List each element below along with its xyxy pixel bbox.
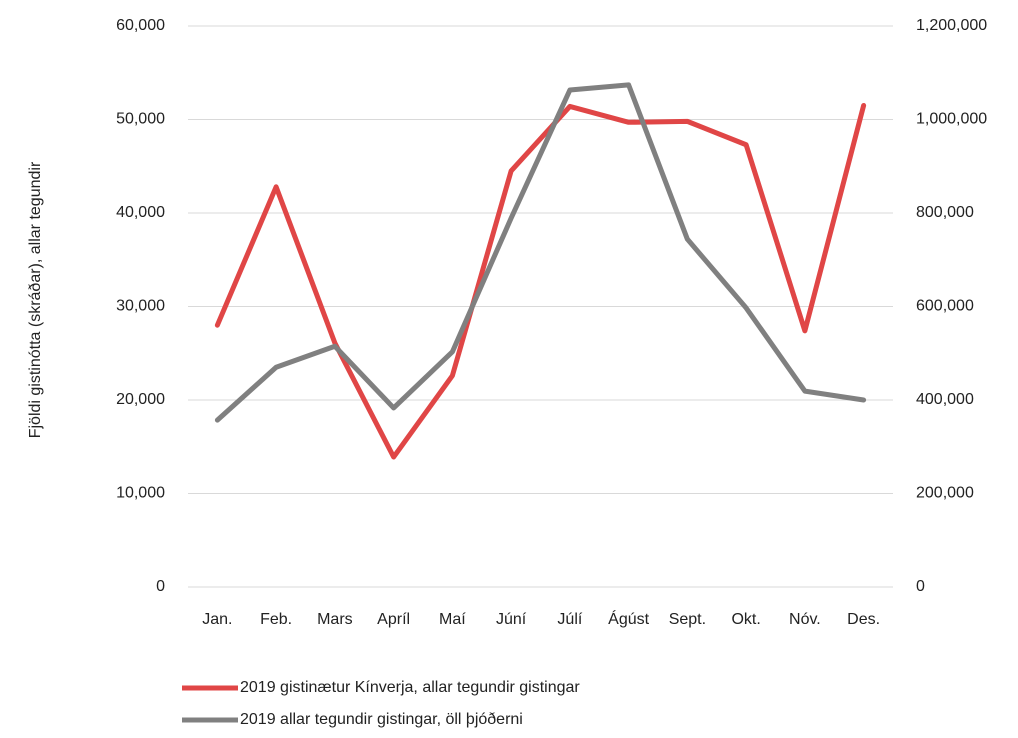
y-axis-label: Fjöldi gistinótta (skráðar), allar tegun…: [27, 161, 44, 438]
y2-tick-label: 0: [916, 578, 925, 595]
x-tick-label: Maí: [439, 611, 466, 628]
x-tick-label: Júní: [496, 611, 527, 628]
x-tick-label: Feb.: [260, 611, 292, 628]
y-tick-label: 50,000: [116, 111, 165, 128]
legend-label: 2019 allar tegundir gistingar, öll þjóðe…: [240, 711, 523, 728]
y-tick-label: 10,000: [116, 485, 165, 502]
series-line: [214, 82, 867, 423]
legend-label: 2019 gistinætur Kínverja, allar tegundir…: [240, 679, 580, 696]
y-tick-label: 30,000: [116, 298, 165, 315]
y2-tick-label: 800,000: [916, 204, 974, 221]
x-tick-label: Júlí: [557, 611, 582, 628]
y-tick-label: 40,000: [116, 204, 165, 221]
x-tick-label: Sept.: [669, 611, 706, 628]
y2-tick-label: 1,000,000: [916, 111, 987, 128]
y-tick-label: 60,000: [116, 17, 165, 34]
y-tick-label: 20,000: [116, 391, 165, 408]
x-tick-label: Apríl: [377, 611, 410, 628]
y2-tick-label: 600,000: [916, 298, 974, 315]
x-tick-label: Jan.: [202, 611, 232, 628]
series-line: [214, 102, 867, 460]
y-tick-label: 0: [156, 578, 165, 595]
x-tick-label: Ágúst: [608, 609, 649, 628]
x-tick-label: Okt.: [731, 611, 760, 628]
x-tick-label: Nóv.: [789, 611, 821, 628]
x-tick-label: Des.: [847, 611, 880, 628]
y2-tick-label: 200,000: [916, 485, 974, 502]
y2-tick-label: 1,200,000: [916, 17, 987, 34]
x-tick-label: Mars: [317, 611, 353, 628]
y2-tick-label: 400,000: [916, 391, 974, 408]
